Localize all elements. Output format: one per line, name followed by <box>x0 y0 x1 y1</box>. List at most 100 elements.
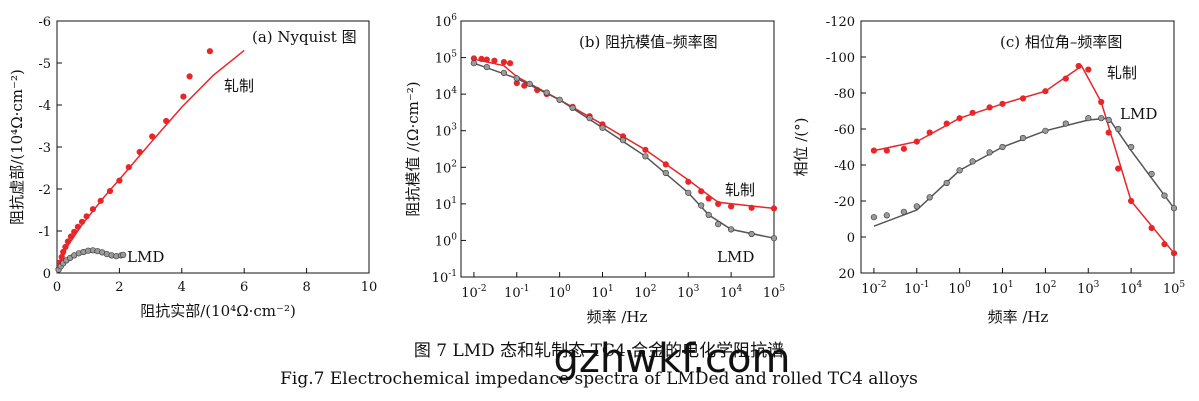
watermark: gzhwkf.com <box>554 336 791 382</box>
panel-c-lmd-point-9 <box>999 143 1006 151</box>
panel-a-ytick-label-3: -3 <box>38 141 51 156</box>
panel-a-label-lmd: LMD <box>127 248 164 266</box>
panel-a-ylabel: 阻抗虚部/(10⁴Ω·cm⁻²) <box>8 69 26 225</box>
panel-b-lmd-point-1 <box>483 63 490 71</box>
panel-c-label-rolled: 轧制 <box>1107 64 1137 82</box>
panel-a-rolled-point-8 <box>74 223 81 230</box>
panel-c-frame <box>860 20 1175 274</box>
panel-c-rolled-point-20 <box>1161 241 1168 248</box>
panel-c-ylabel: 相位 /(°) <box>792 117 810 176</box>
panel-c-rolled-fit-line <box>873 64 1175 254</box>
panel-b-xtick-label-5: 103 <box>677 284 700 301</box>
panel-b-rolled-point-21 <box>727 203 735 210</box>
panel-b-lmd-point-12 <box>662 169 669 177</box>
panel-c-lmd-point-0 <box>870 214 878 221</box>
panel-a-rolled-point-16 <box>136 148 143 156</box>
panel-b-rolled-point-15 <box>642 146 649 153</box>
panel-b-rolled-point-18 <box>698 188 705 195</box>
panel-a-rolled-point-18 <box>163 117 170 125</box>
panel-b-rolled-point-22 <box>748 204 755 211</box>
panel-b-lmd-point-6 <box>556 96 563 103</box>
panel-a-xtick-label-5: 10 <box>361 280 378 295</box>
panel-c-title: (c) 相位角–频率图 <box>1000 33 1122 51</box>
panel-c-ytick-label-7: -120 <box>826 15 855 30</box>
panel-b-ytick-label-1: 100 <box>435 232 458 249</box>
panel-c-rolled-point-13 <box>1075 62 1082 70</box>
panel-b-lmd-point-11 <box>642 153 649 160</box>
panel-c-rolled-point-21 <box>1170 250 1178 257</box>
panel-a-rolled-point-7 <box>71 228 78 235</box>
panel-b-frame <box>460 20 775 278</box>
panel-c-ytick-label-2: -20 <box>834 195 855 210</box>
panel-b-rolled-point-20 <box>715 200 722 207</box>
panel-c-lmd-point-4 <box>926 194 933 201</box>
panel-b-lmd-point-9 <box>599 124 606 131</box>
panel-a-xtick-label-3: 6 <box>240 280 248 295</box>
panel-b-lmd-point-2 <box>500 69 508 76</box>
panel-c-lmd-fit-line <box>873 117 1175 227</box>
panel-a-ytick-label-4: -4 <box>38 99 51 114</box>
panel-a-rolled-point-11 <box>89 206 96 213</box>
panel-b-lmd-fit-line <box>473 62 775 239</box>
panel-b-lmd-point-10 <box>619 137 627 144</box>
panel-b-ytick-label-6: 105 <box>435 50 458 67</box>
panel-c-lmd-point-16 <box>1115 125 1122 133</box>
panel-c-rolled-point-8 <box>986 104 993 111</box>
panel-c-lmd-point-2 <box>900 208 908 215</box>
caption-chinese: 图 7 LMD 态和轧制态 TC4 合金的电化学阻抗谱 <box>414 341 784 361</box>
panel-b-xlabel: 频率 /Hz <box>587 308 648 326</box>
panel-a-title: (a) Nyquist 图 <box>252 28 357 46</box>
panel-a-rolled-point-14 <box>116 177 123 184</box>
panel-c-lmd-point-17 <box>1127 143 1135 151</box>
panel-a-ytick-label-1: -1 <box>38 225 51 240</box>
panel-b-ytick-label-0: 10-1 <box>432 269 457 286</box>
panel-a-rolled-point-9 <box>78 218 86 225</box>
panel-c-rolled-point-19 <box>1148 224 1155 232</box>
panel-b-title: (b) 阻抗模值–频率图 <box>579 33 718 51</box>
panel-b-ytick-label-4: 103 <box>435 123 458 140</box>
panel-b-xtick-label-7: 105 <box>763 284 786 301</box>
panel-c-lmd-point-14 <box>1098 115 1105 122</box>
panel-c-rolled-point-2 <box>900 145 908 152</box>
panel-b-rolled-point-16 <box>662 161 669 168</box>
panel-c-lmd-point-7 <box>969 158 976 165</box>
panel-c-rolled-point-1 <box>883 147 890 154</box>
panel-c-ytick-label-5: -80 <box>834 87 855 102</box>
panel-b-lmd-point-18 <box>748 230 755 238</box>
panel-impedance-modulus: 10-2 10-1 100 101 102 103 104 10510-11001011021… <box>404 13 785 326</box>
panel-b-xtick-label-0: 10-2 <box>461 284 486 301</box>
panel-c-rolled-point-15 <box>1098 98 1105 106</box>
panel-a-rolled-point-10 <box>83 213 90 220</box>
panel-a-rolled-point-4 <box>62 243 69 251</box>
panel-a-xtick-label-1: 2 <box>115 280 123 295</box>
panel-b-label-lmd: LMD <box>717 248 754 266</box>
panel-b-ytick-label-3: 102 <box>435 159 457 176</box>
panel-c-rolled-point-3 <box>913 138 920 145</box>
panel-c-rolled-point-9 <box>999 100 1006 107</box>
panel-c-rolled-point-7 <box>969 109 976 116</box>
panel-c-rolled-point-12 <box>1062 75 1069 82</box>
panel-b-lmd-point-7 <box>569 104 576 111</box>
panel-a-rolled-point-6 <box>67 233 75 240</box>
panel-c-rolled-point-17 <box>1115 165 1122 172</box>
panel-c-rolled-point-6 <box>956 115 963 122</box>
panel-a-rolled-fit-line <box>56 49 245 274</box>
panel-b-xtick-label-3: 101 <box>591 284 613 301</box>
panel-c-ytick-label-3: -40 <box>834 159 855 174</box>
panel-b-lmd-point-16 <box>715 221 722 228</box>
panel-b-lmd-point-14 <box>698 202 705 209</box>
panel-b-lmd-point-0 <box>470 60 478 67</box>
panel-b-lmd-point-19 <box>770 235 778 242</box>
panel-c-lmd-point-19 <box>1161 192 1168 199</box>
panel-b-lmd-point-17 <box>727 226 735 233</box>
panel-a-ytick-label-5: -5 <box>38 57 51 72</box>
panel-a-frame <box>56 20 370 274</box>
panel-c-lmd-point-3 <box>913 203 920 210</box>
panel-b-lmd-point-8 <box>586 115 593 122</box>
panel-a-rolled-point-20 <box>186 73 193 80</box>
panel-b-label-rolled: 轧制 <box>725 181 755 199</box>
panel-c-ytick-label-1: 0 <box>847 231 855 246</box>
panel-c-xtick-label-5: 103 <box>1077 280 1100 297</box>
panel-b-rolled-point-2 <box>483 56 490 63</box>
panel-a-rolled-point-5 <box>64 238 71 245</box>
